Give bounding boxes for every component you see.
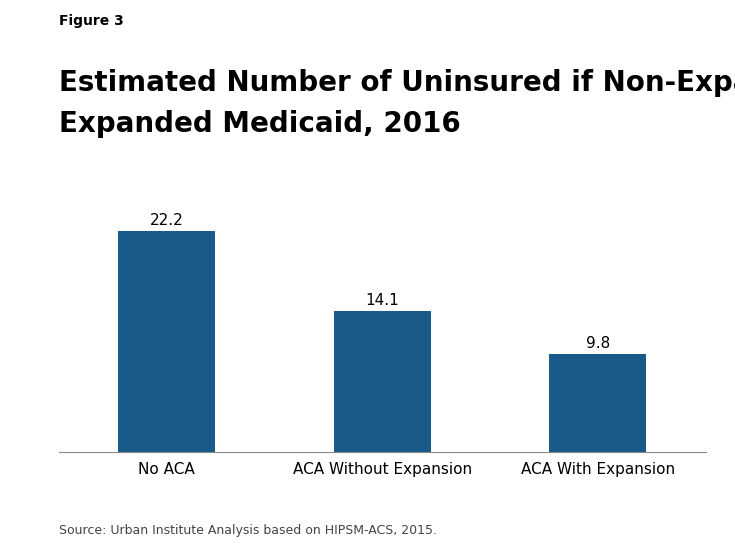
Bar xyxy=(118,231,215,452)
Text: 14.1: 14.1 xyxy=(365,293,399,309)
Bar xyxy=(549,354,646,452)
Text: KAISER: KAISER xyxy=(636,493,684,506)
Bar xyxy=(334,311,431,452)
Text: FAMILY: FAMILY xyxy=(637,508,683,521)
Text: Source: Urban Institute Analysis based on HIPSM-ACS, 2015.: Source: Urban Institute Analysis based o… xyxy=(59,525,437,537)
Text: Estimated Number of Uninsured if Non-Expansion States: Estimated Number of Uninsured if Non-Exp… xyxy=(59,69,735,97)
Text: Figure 3: Figure 3 xyxy=(59,14,123,28)
Text: FOUNDATION: FOUNDATION xyxy=(639,527,681,533)
Text: THE HENRY J.: THE HENRY J. xyxy=(639,480,681,485)
Text: 22.2: 22.2 xyxy=(150,213,184,228)
Text: Expanded Medicaid, 2016: Expanded Medicaid, 2016 xyxy=(59,110,461,138)
Text: 9.8: 9.8 xyxy=(586,336,610,351)
